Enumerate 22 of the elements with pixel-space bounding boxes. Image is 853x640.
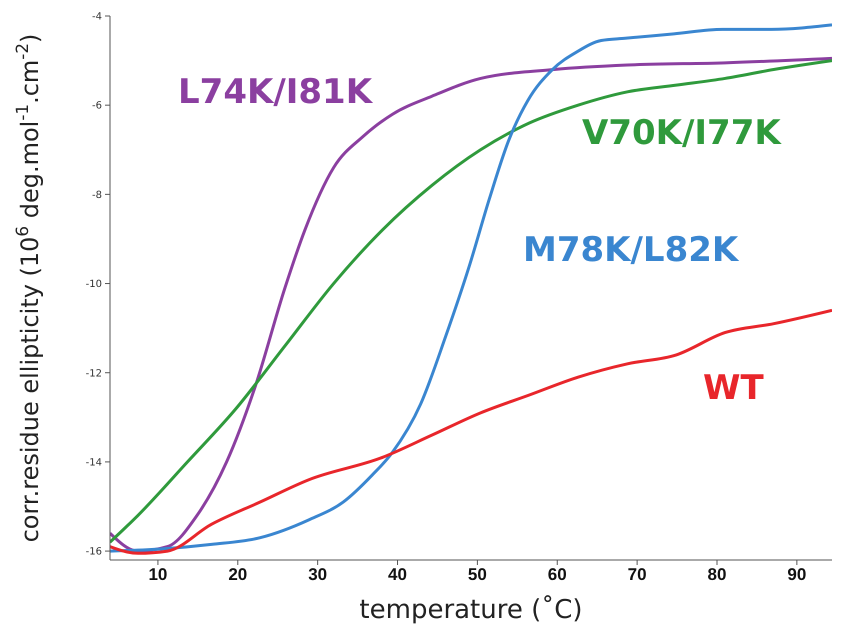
line-series	[110, 308, 832, 555]
series-label: L74K/I81K	[178, 72, 372, 112]
x-tick-label: 30	[308, 565, 328, 584]
x-tick-label: 70	[628, 565, 647, 584]
x-tick-label: 50	[468, 565, 487, 584]
x-tick-label: 20	[228, 565, 248, 584]
x-tick-label: 80	[708, 565, 726, 584]
y-tick-label: -6	[92, 100, 102, 112]
x-tick-label: 40	[388, 565, 407, 584]
y-tick-label: -14	[86, 457, 102, 468]
y-tick-label: -8	[92, 190, 102, 201]
y-tick-label: -10	[86, 279, 102, 290]
x-tick-label: 60	[548, 565, 567, 584]
x-axis-title: temperature (˚C)	[359, 595, 583, 625]
series-label: V70K/I77K	[582, 113, 781, 153]
series-label: WT	[703, 368, 764, 408]
y-tick-label: -16	[86, 546, 102, 558]
series-label: M78K/L82K	[523, 230, 738, 270]
x-tick-label: 90	[787, 565, 806, 584]
y-tick-label: -4	[92, 12, 102, 23]
x-tick-label: 10	[148, 565, 168, 584]
y-tick-label: -12	[86, 368, 102, 380]
